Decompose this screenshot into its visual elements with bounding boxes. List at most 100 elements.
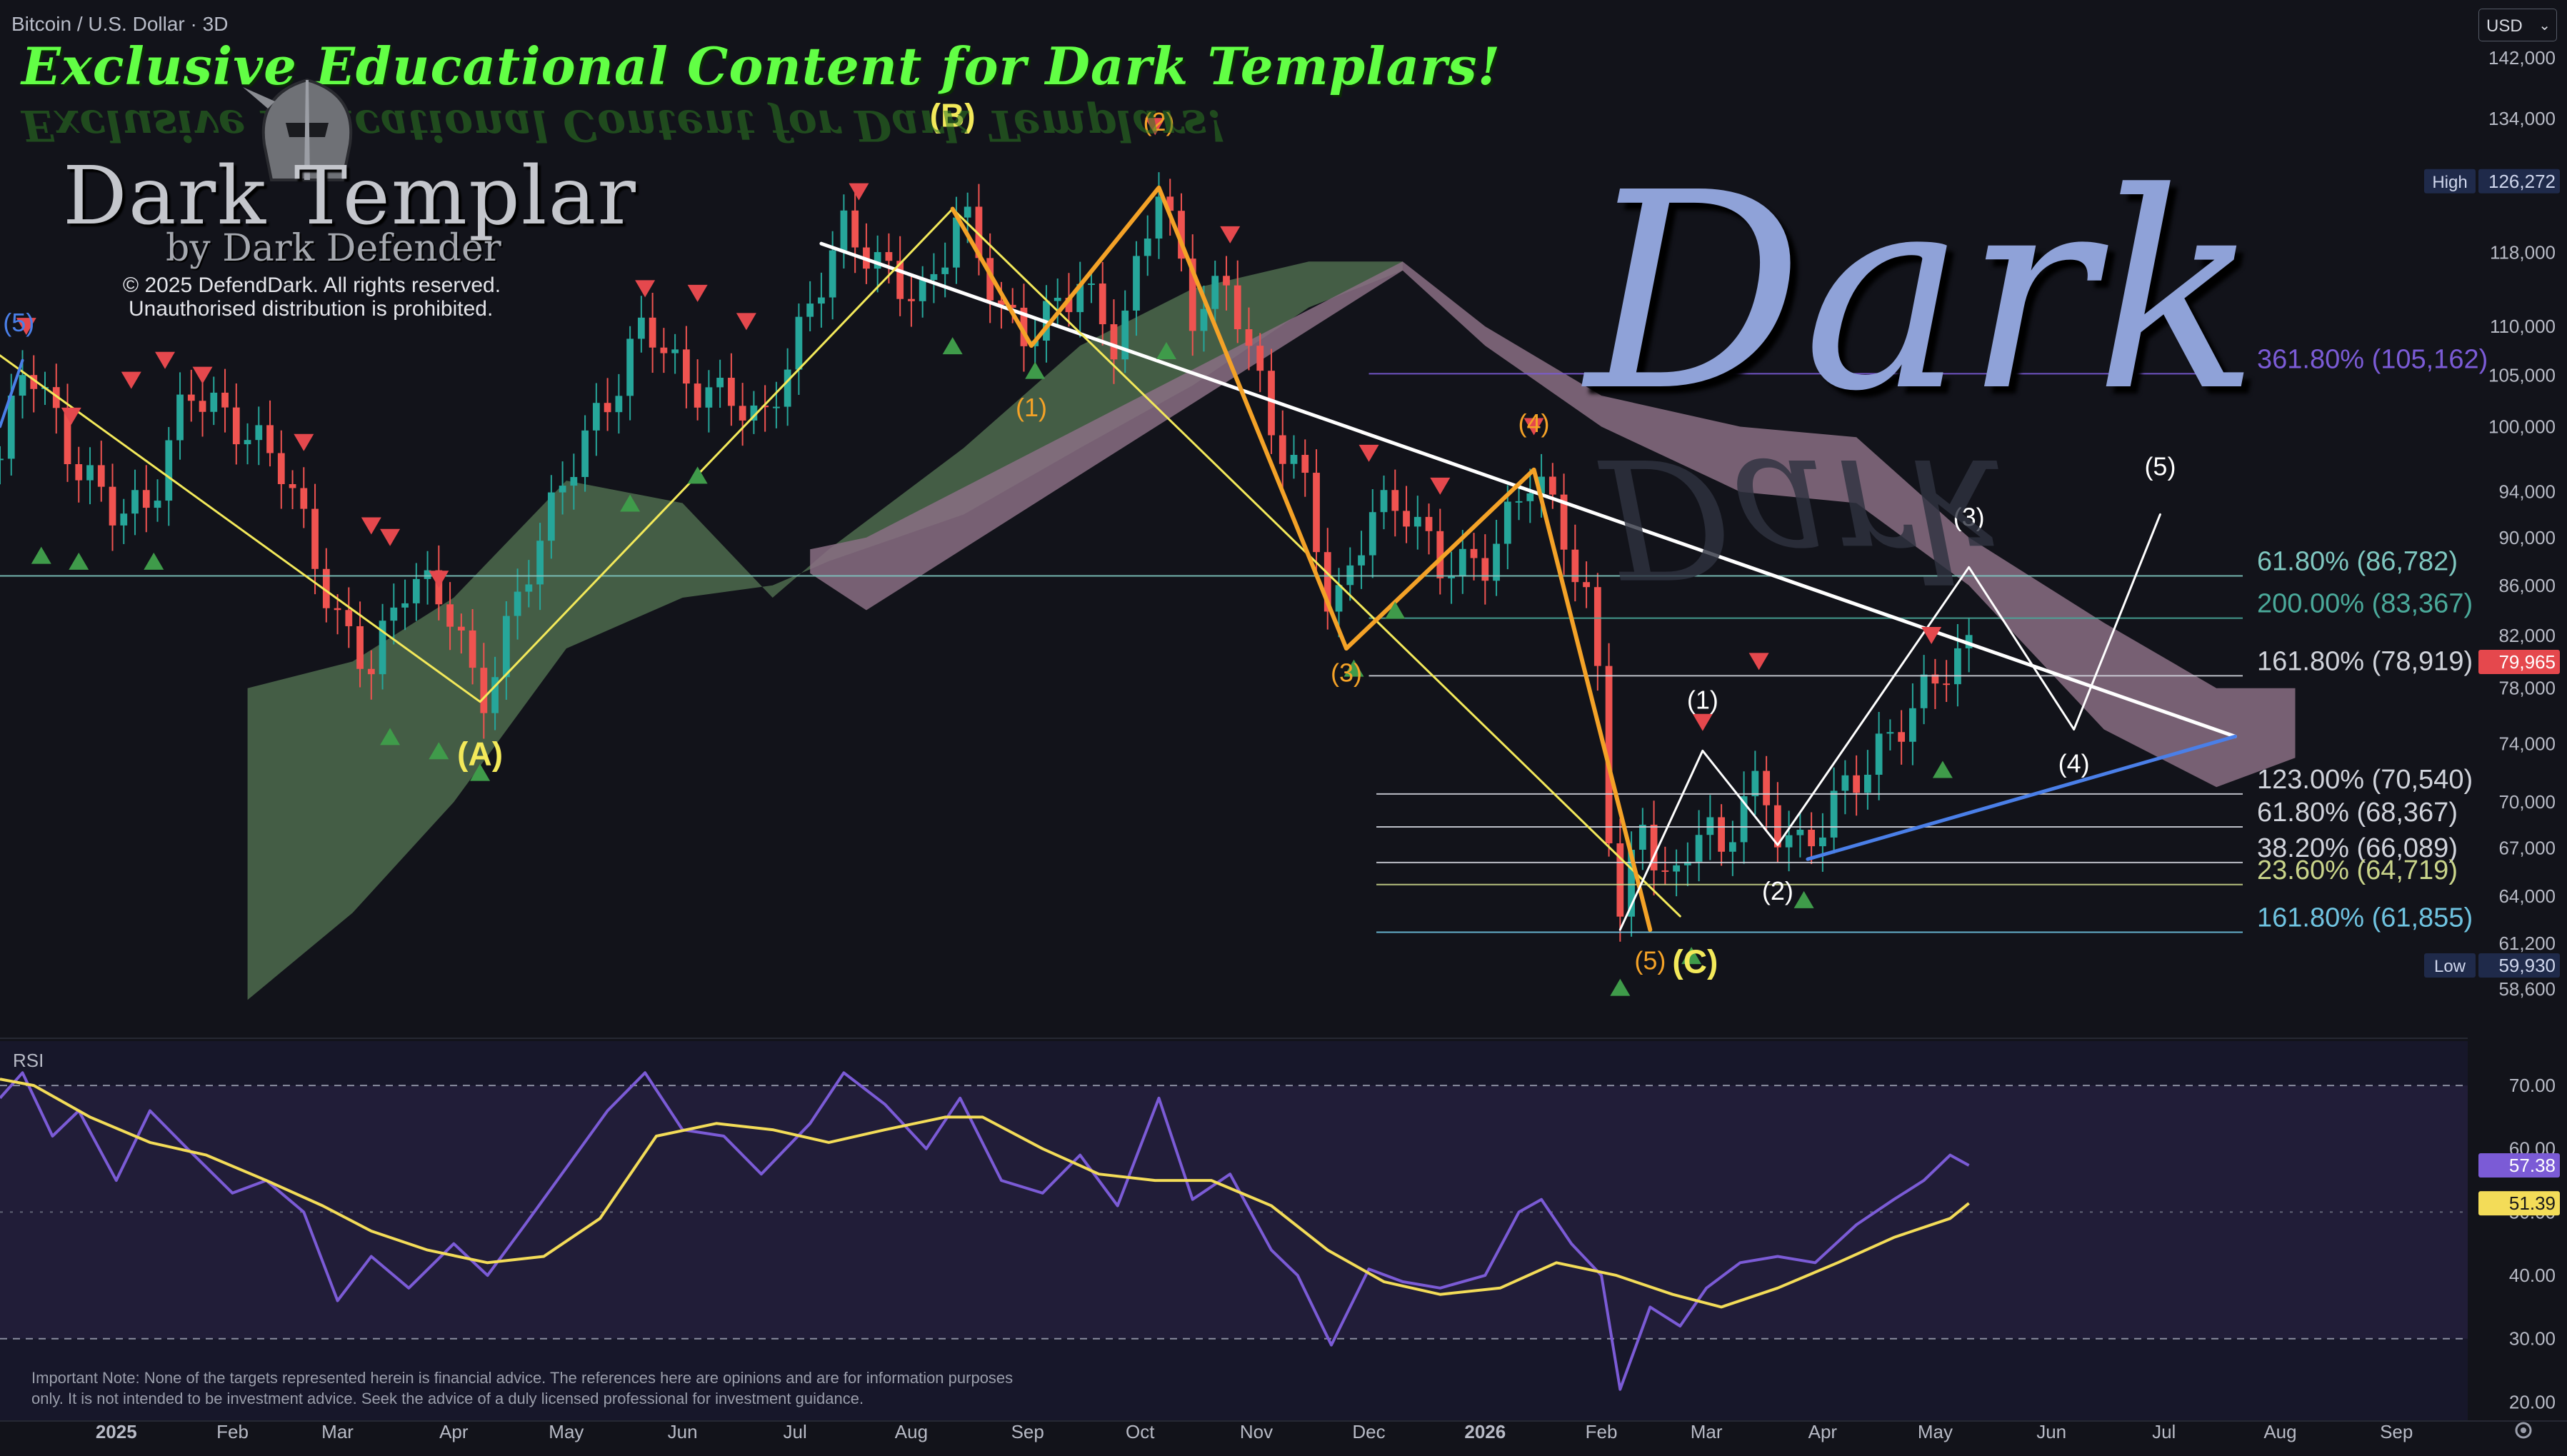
rsi-value-badge-bg	[2478, 1191, 2560, 1216]
settings-icon[interactable]	[2513, 1420, 2534, 1441]
candle-body	[187, 394, 195, 401]
candle-body	[615, 396, 623, 413]
candle-body	[908, 298, 915, 301]
candle-body	[1335, 585, 1343, 612]
sell-signal-icon	[849, 183, 869, 201]
candle-body	[1009, 304, 1016, 308]
candle-body	[1526, 493, 1534, 501]
ichimoku-cloud-bull	[247, 261, 1403, 1000]
time-axis-label: Mar	[321, 1421, 354, 1442]
candle-body	[109, 486, 116, 526]
rsi-value-badge: 57.38	[2509, 1155, 2556, 1176]
candle-body	[1234, 285, 1241, 330]
fib-level-label: 161.80% (78,919)	[2257, 646, 2473, 676]
candle-body	[1391, 490, 1399, 511]
candle-body	[1898, 732, 1906, 742]
candle-body	[1593, 587, 1601, 666]
logo-title: Dark Templar	[63, 150, 637, 243]
candle-body	[1458, 548, 1466, 577]
candle-body	[469, 630, 476, 668]
price-axis-label: 70,000	[2498, 791, 2556, 813]
candle-body	[536, 541, 544, 585]
promo-reflection: Exclusive Educational Content for Dark T…	[21, 100, 1226, 150]
candle-body	[1470, 548, 1478, 558]
buy-signal-icon	[1681, 947, 1702, 965]
candle-body	[1200, 308, 1208, 331]
sell-signal-icon	[1692, 713, 1713, 731]
candle-body	[941, 267, 949, 274]
candle-body	[660, 347, 668, 353]
candle-body	[1638, 824, 1646, 850]
candle-body	[671, 349, 679, 353]
candle-body	[75, 464, 83, 481]
time-axis-label: Jun	[2036, 1421, 2066, 1442]
candle-body	[199, 401, 206, 412]
candle-body	[1560, 494, 1568, 550]
support-trendline	[1806, 734, 2237, 861]
candle-body	[637, 317, 645, 339]
candle-body	[750, 405, 758, 421]
candle-body	[1605, 666, 1613, 844]
candle-body	[953, 217, 960, 268]
fib-level-label: 23.60% (64,719)	[2257, 855, 2458, 885]
candle-body	[1909, 708, 1916, 742]
candle-body	[412, 578, 420, 603]
rsi-title: RSI	[13, 1050, 44, 1071]
candle-body	[446, 604, 454, 627]
time-axis-label: Feb	[1586, 1421, 1618, 1442]
buy-signal-icon	[1156, 341, 1176, 359]
fib-level-label: 161.80% (61,855)	[2257, 903, 2473, 933]
candle-body	[1155, 196, 1163, 239]
fib-level-label: 361.80% (105,162)	[2257, 344, 2488, 374]
candle-body	[649, 317, 656, 348]
fib-level-label: 38.20% (66,089)	[2257, 833, 2458, 863]
buy-signal-icon	[1343, 659, 1364, 677]
time-axis-label: Feb	[216, 1421, 249, 1442]
price-axis-label: 105,000	[2488, 365, 2556, 386]
candle-body	[322, 568, 330, 608]
wave-label: (2)	[1143, 107, 1174, 136]
candle-body	[1403, 511, 1410, 527]
sell-signal-icon	[1523, 418, 1544, 436]
candle-body	[581, 430, 589, 478]
candle-body	[795, 316, 803, 370]
buy-signal-icon	[687, 466, 708, 484]
time-axis-label: Jul	[2152, 1421, 2176, 1442]
sell-signal-icon	[155, 351, 176, 369]
candle-body	[1954, 648, 1961, 685]
wave-label: (B)	[930, 96, 976, 134]
wave-label: (1)	[1687, 685, 1718, 714]
buy-signal-icon	[1793, 890, 1814, 908]
price-axis-label: 58,600	[2498, 978, 2556, 1000]
candle-body	[300, 488, 308, 509]
wave-label: (3)	[1953, 503, 1985, 532]
candle-body	[30, 375, 38, 389]
candle-body	[1841, 775, 1849, 791]
candle-body	[1875, 733, 1883, 775]
candle-body	[840, 210, 848, 251]
wave-label: (5)	[1634, 946, 1666, 975]
candle-body	[401, 603, 409, 608]
candle-body	[232, 407, 240, 445]
currency-select[interactable]: USD ⌄	[2478, 9, 2557, 41]
candle-body	[97, 465, 105, 487]
candle-body	[694, 383, 701, 408]
sell-signal-icon	[361, 517, 381, 535]
buy-signal-icon	[1932, 760, 1953, 778]
candle-body	[255, 425, 263, 441]
wave-label: (4)	[1518, 408, 1550, 438]
sell-signal-icon	[1748, 653, 1769, 671]
sell-signal-icon	[1220, 226, 1241, 243]
price-axis-label: 67,000	[2498, 838, 2556, 859]
sell-signal-icon	[121, 371, 141, 389]
sell-signal-icon	[687, 284, 708, 302]
candle-body	[705, 387, 713, 408]
sell-signal-icon	[61, 407, 81, 425]
candle-body	[1166, 196, 1174, 211]
time-axis-label: May	[549, 1421, 584, 1442]
price-axis-label: 61,200	[2498, 933, 2556, 954]
candle-body	[131, 490, 139, 514]
sell-signal-icon	[1921, 626, 1942, 644]
